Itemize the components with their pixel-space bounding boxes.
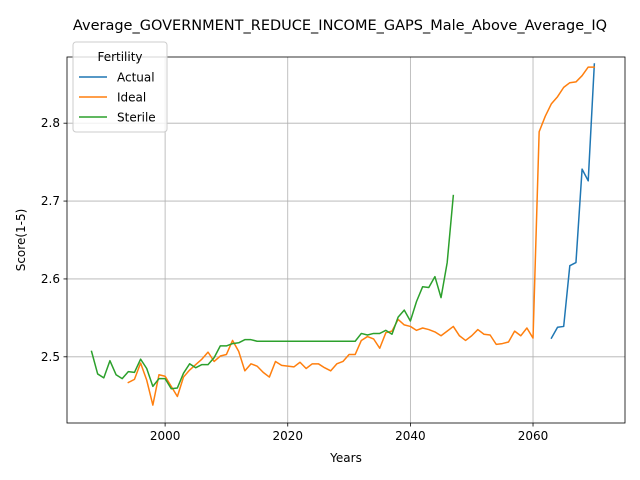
y-axis-label: Score(1-5): [14, 209, 28, 272]
series-line-actual: [550, 63, 596, 340]
axis-ticks: 2000 2020 2040 2060 2.5 2.6 2.7 2.8: [41, 116, 548, 443]
legend-label-sterile: Sterile: [117, 111, 156, 125]
legend-title: Fertility: [97, 50, 142, 64]
legend-label-ideal: Ideal: [117, 91, 146, 105]
y-tick-label: 2.7: [41, 194, 60, 208]
legend-items: Actual Ideal Sterile: [79, 71, 156, 125]
series-line-ideal: [127, 66, 596, 406]
legend: Fertility Actual Ideal Sterile: [72, 41, 168, 133]
series-line-sterile: [90, 194, 455, 390]
series-lines: [90, 63, 596, 406]
y-tick-label: 2.5: [41, 350, 60, 364]
x-tick-label: 2000: [150, 429, 181, 443]
legend-box: [72, 41, 168, 133]
x-axis-label: Years: [329, 451, 362, 465]
y-tick-label: 2.6: [41, 272, 60, 286]
x-tick-label: 2060: [518, 429, 549, 443]
plot-frame: [66, 56, 626, 424]
x-tick-label: 2020: [272, 429, 303, 443]
y-tick-label: 2.8: [41, 116, 60, 130]
legend-label-actual: Actual: [117, 71, 155, 85]
chart-title: Average_GOVERNMENT_REDUCE_INCOME_GAPS_Ma…: [73, 18, 607, 34]
x-tick-label: 2040: [395, 429, 426, 443]
